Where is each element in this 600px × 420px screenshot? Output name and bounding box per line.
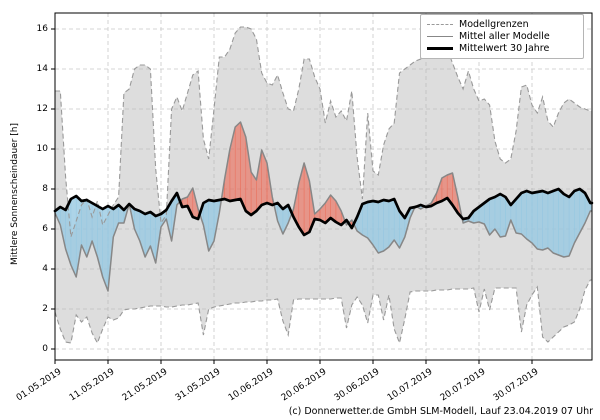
y-tick-label: 6: [42, 223, 48, 234]
model-lower-boundary-line: [54, 279, 592, 345]
legend-label: Mittelwert 30 Jahre: [459, 42, 550, 54]
caption: (c) Donnerwetter.de GmbH SLM-Modell, Lau…: [288, 406, 593, 417]
legend-item: Mittelwert 30 Jahre: [427, 42, 577, 54]
y-tick-label: 16: [36, 23, 48, 34]
legend-label: Mittel aller Modelle: [459, 30, 550, 42]
y-tick-label: 8: [42, 183, 48, 194]
legend-label: Modellgrenzen: [459, 18, 529, 30]
axes-box: [54, 12, 593, 361]
y-tick-label: 0: [42, 343, 48, 354]
y-tick-label: 10: [36, 143, 48, 154]
y-tick-label: 4: [42, 263, 48, 274]
legend-item: Mittel aller Modelle: [427, 30, 577, 42]
model-upper-boundary-line: [55, 26, 592, 238]
legend-line-sample-icon: [427, 46, 453, 50]
legend: Modellgrenzen Mittel aller Modelle Mittelw…: [420, 14, 584, 59]
climate-mean-line: [53, 187, 594, 237]
y-tick-label: 12: [36, 103, 48, 114]
legend-item: Modellgrenzen: [427, 18, 577, 30]
model-band: [55, 27, 592, 343]
model-mean-line: [54, 121, 592, 292]
legend-line-sample-icon: [427, 23, 453, 25]
y-tick-label: 2: [42, 303, 48, 314]
legend-line-sample-icon: [427, 35, 453, 37]
y-tick-label: 14: [36, 63, 48, 74]
